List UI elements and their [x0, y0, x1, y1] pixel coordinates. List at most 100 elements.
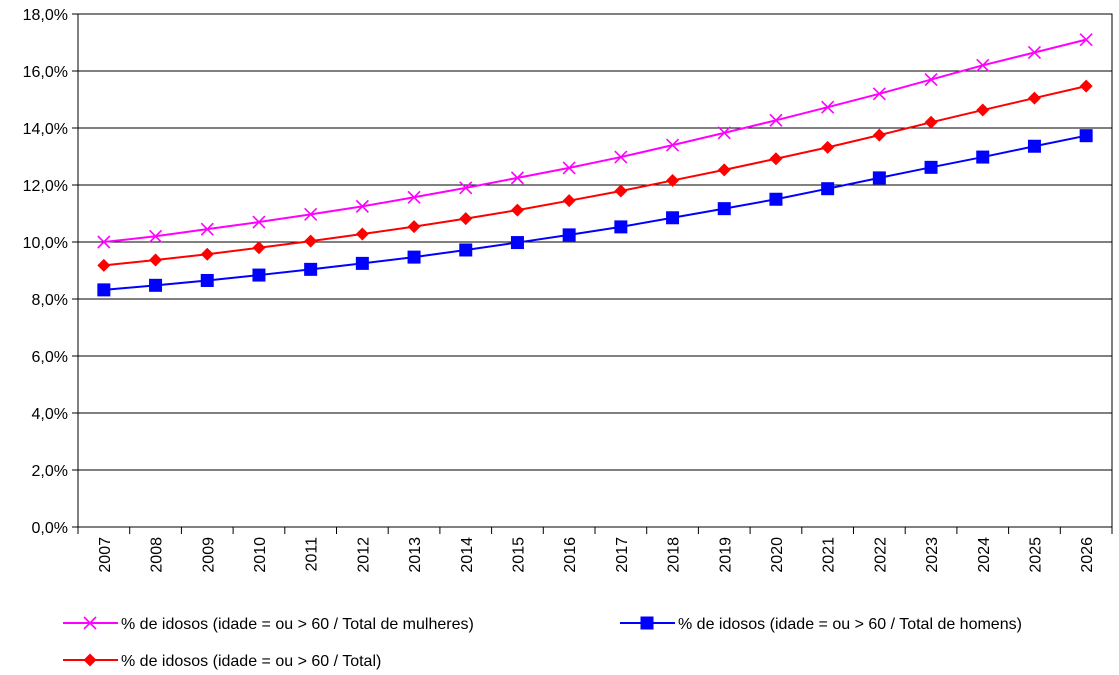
data-point	[407, 250, 421, 264]
data-point	[407, 190, 421, 204]
data-point	[510, 171, 525, 185]
legend-marker	[83, 616, 97, 630]
data-point	[510, 203, 524, 217]
axes	[72, 13, 1113, 534]
data-point	[355, 227, 369, 241]
data-point	[1027, 91, 1041, 105]
data-point	[769, 152, 783, 166]
data-point	[459, 181, 473, 195]
y-tick-label: 0,0%	[32, 520, 68, 537]
y-tick-label: 8,0%	[32, 292, 68, 309]
data-point	[872, 171, 886, 185]
y-tick-label: 10,0%	[23, 235, 68, 252]
data-point	[252, 268, 266, 282]
series-3	[97, 79, 1093, 272]
x-tick-label: 2008	[149, 537, 166, 573]
x-tick-label: 2015	[510, 537, 527, 573]
data-point	[872, 87, 886, 101]
x-tick-label: 2013	[407, 537, 424, 573]
data-point	[355, 256, 369, 270]
y-tick-label: 16,0%	[23, 64, 68, 81]
y-tick-label: 4,0%	[32, 406, 68, 423]
data-point	[614, 220, 628, 234]
x-tick-label: 2011	[304, 537, 321, 572]
data-point	[924, 160, 938, 174]
series-line	[103, 134, 1087, 291]
y-tick-label: 18,0%	[23, 7, 68, 24]
data-point	[149, 278, 163, 292]
data-point	[1079, 129, 1093, 143]
data-point	[562, 228, 576, 242]
data-point	[97, 283, 111, 297]
x-tick-label: 2021	[821, 537, 838, 573]
legend-item: % de idosos (idade = ou > 60 / Total)	[63, 653, 381, 670]
data-point	[562, 161, 576, 175]
x-tick-labels: 2007 2008 2009 2010 2011 2012 2013 2014 2015 2016…	[97, 537, 1096, 573]
gridlines	[78, 13, 1112, 528]
legend-label: % de idosos (idade = ou > 60 / Total de …	[678, 616, 1022, 633]
legend-marker	[83, 653, 97, 667]
data-point	[304, 262, 318, 276]
series-line	[103, 85, 1087, 267]
x-tick-label: 2026	[1079, 537, 1096, 573]
series-line	[103, 38, 1087, 243]
data-point	[1027, 139, 1041, 153]
y-tick-label: 14,0%	[23, 121, 68, 138]
x-tick-label: 2014	[459, 537, 476, 573]
x-tick-label: 2022	[872, 537, 889, 573]
data-point	[459, 243, 473, 257]
data-point	[924, 115, 938, 129]
data-point	[149, 253, 163, 267]
data-point	[97, 235, 111, 249]
data-point	[614, 150, 628, 164]
x-tick-label: 2010	[252, 537, 269, 573]
data-point	[666, 211, 680, 225]
data-point	[304, 234, 318, 248]
y-tick-labels: 0,0% 2,0% 4,0% 6,0% 8,0% 10,0% 12,0% 14,0% 16,0%…	[23, 7, 68, 537]
x-tick-label: 2012	[355, 537, 372, 573]
data-point	[717, 202, 731, 216]
data-point	[510, 236, 524, 250]
data-point	[252, 241, 266, 255]
data-point	[769, 192, 783, 206]
legend-item: % de idosos (idade = ou > 60 / Total de …	[63, 616, 474, 633]
data-point	[717, 126, 731, 140]
data-point	[200, 247, 214, 261]
data-point	[924, 72, 938, 87]
x-tick-label: 2009	[200, 537, 217, 573]
x-tick-label: 2019	[717, 537, 734, 573]
y-tick-label: 2,0%	[32, 463, 68, 480]
data-point	[1079, 79, 1093, 93]
x-tick-label: 2023	[924, 537, 941, 573]
legend-marker	[640, 616, 654, 630]
data-point	[407, 220, 421, 234]
data-point	[666, 173, 680, 187]
data-point	[769, 113, 783, 127]
data-point	[459, 212, 473, 226]
data-point	[976, 150, 990, 164]
y-tick-label: 12,0%	[23, 178, 68, 195]
data-point	[872, 128, 886, 142]
data-point	[1027, 45, 1042, 60]
legend-label: % de idosos (idade = ou > 60 / Total de …	[121, 616, 474, 633]
series-lines	[97, 33, 1093, 297]
x-tick-label: 2018	[666, 537, 683, 573]
y-tick-label: 6,0%	[32, 349, 68, 366]
data-point	[1079, 33, 1093, 47]
x-tick-label: 2020	[769, 537, 786, 573]
data-point	[976, 103, 990, 117]
data-point	[148, 229, 163, 243]
data-point	[614, 184, 628, 198]
series-2	[97, 129, 1093, 297]
data-point	[97, 258, 111, 272]
x-tick-label: 2025	[1027, 537, 1044, 573]
x-tick-label: 2016	[562, 537, 579, 573]
data-point	[200, 222, 214, 236]
data-point	[665, 138, 680, 152]
data-point	[821, 100, 835, 114]
data-point	[717, 163, 731, 177]
data-point	[821, 182, 835, 196]
data-point	[562, 194, 576, 208]
data-point	[355, 199, 369, 213]
legend-label: % de idosos (idade = ou > 60 / Total)	[121, 653, 381, 670]
